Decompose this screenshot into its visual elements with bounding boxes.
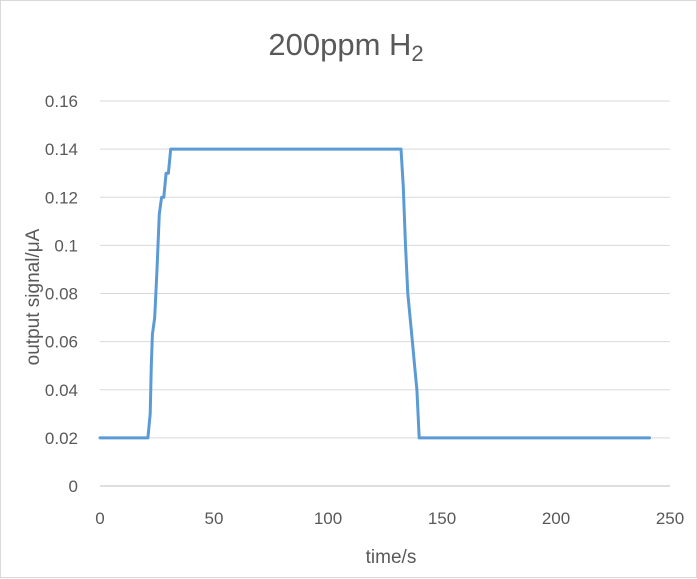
x-tick-label: 200 <box>542 509 570 528</box>
y-tick-label: 0.08 <box>45 285 78 304</box>
y-tick-label: 0.16 <box>45 92 78 111</box>
y-tick-label: 0.02 <box>45 429 78 448</box>
y-tick-label: 0.12 <box>45 188 78 207</box>
chart-title: 200ppm H2 <box>268 27 423 66</box>
y-tick-label: 0.14 <box>45 140 78 159</box>
x-tick-label: 50 <box>205 509 224 528</box>
gridlines <box>100 100 670 487</box>
x-tick-label: 150 <box>428 509 456 528</box>
x-axis-ticks: 0 50 100 150 200 250 <box>95 509 684 528</box>
series-line <box>98 147 651 440</box>
y-tick-label: 0 <box>69 477 78 496</box>
x-tick-label: 250 <box>656 509 684 528</box>
y-tick-label: 0.04 <box>45 381 78 400</box>
y-tick-label: 0.06 <box>45 333 78 352</box>
y-axis-title: output signal/μA <box>23 228 44 365</box>
series-layer <box>98 147 651 440</box>
y-tick-label: 0.1 <box>54 236 78 255</box>
x-tick-label: 0 <box>95 509 104 528</box>
x-tick-label: 100 <box>314 509 342 528</box>
y-axis-ticks: 0 0.02 0.04 0.06 0.08 0.1 0.12 0.14 0.16 <box>45 92 78 496</box>
x-axis-title: time/s <box>366 547 417 568</box>
